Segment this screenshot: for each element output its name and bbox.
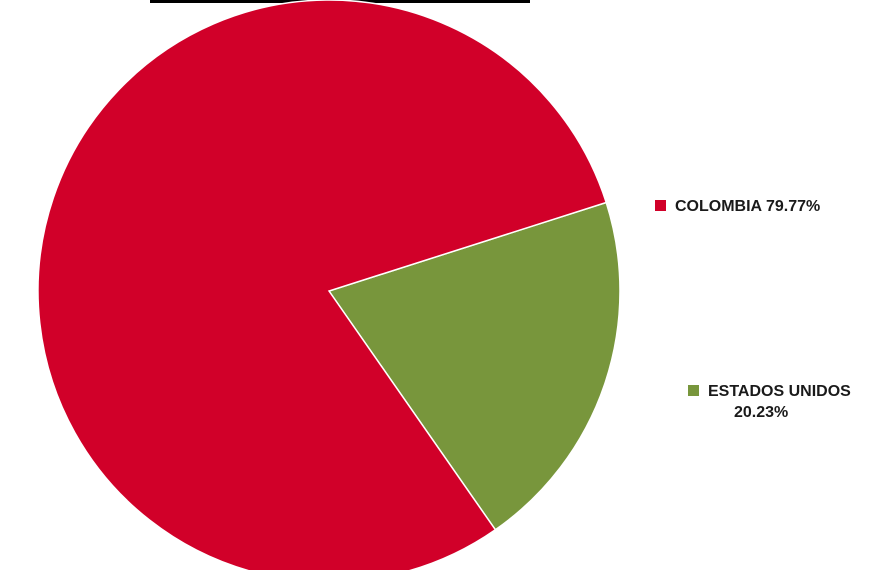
legend-label-estados-unidos: ESTADOS UNIDOS [708,383,851,400]
legend-percent-colombia: 79.77% [765,198,821,215]
pie-slice-estados-unidos [327,201,621,531]
legend-item-estados-unidos: ESTADOS UNIDOS 20.23% [688,381,872,423]
legend-swatch-colombia [655,200,666,211]
pie-slice-colombia [37,0,608,570]
pie-slices [37,0,621,570]
legend-percent-estados-unidos: 20.23% [734,404,789,421]
legend-item-colombia: COLOMBIA 79.77% [655,196,820,217]
legend-swatch-estados-unidos [688,385,699,396]
legend-label-colombia: COLOMBIA [675,198,762,215]
